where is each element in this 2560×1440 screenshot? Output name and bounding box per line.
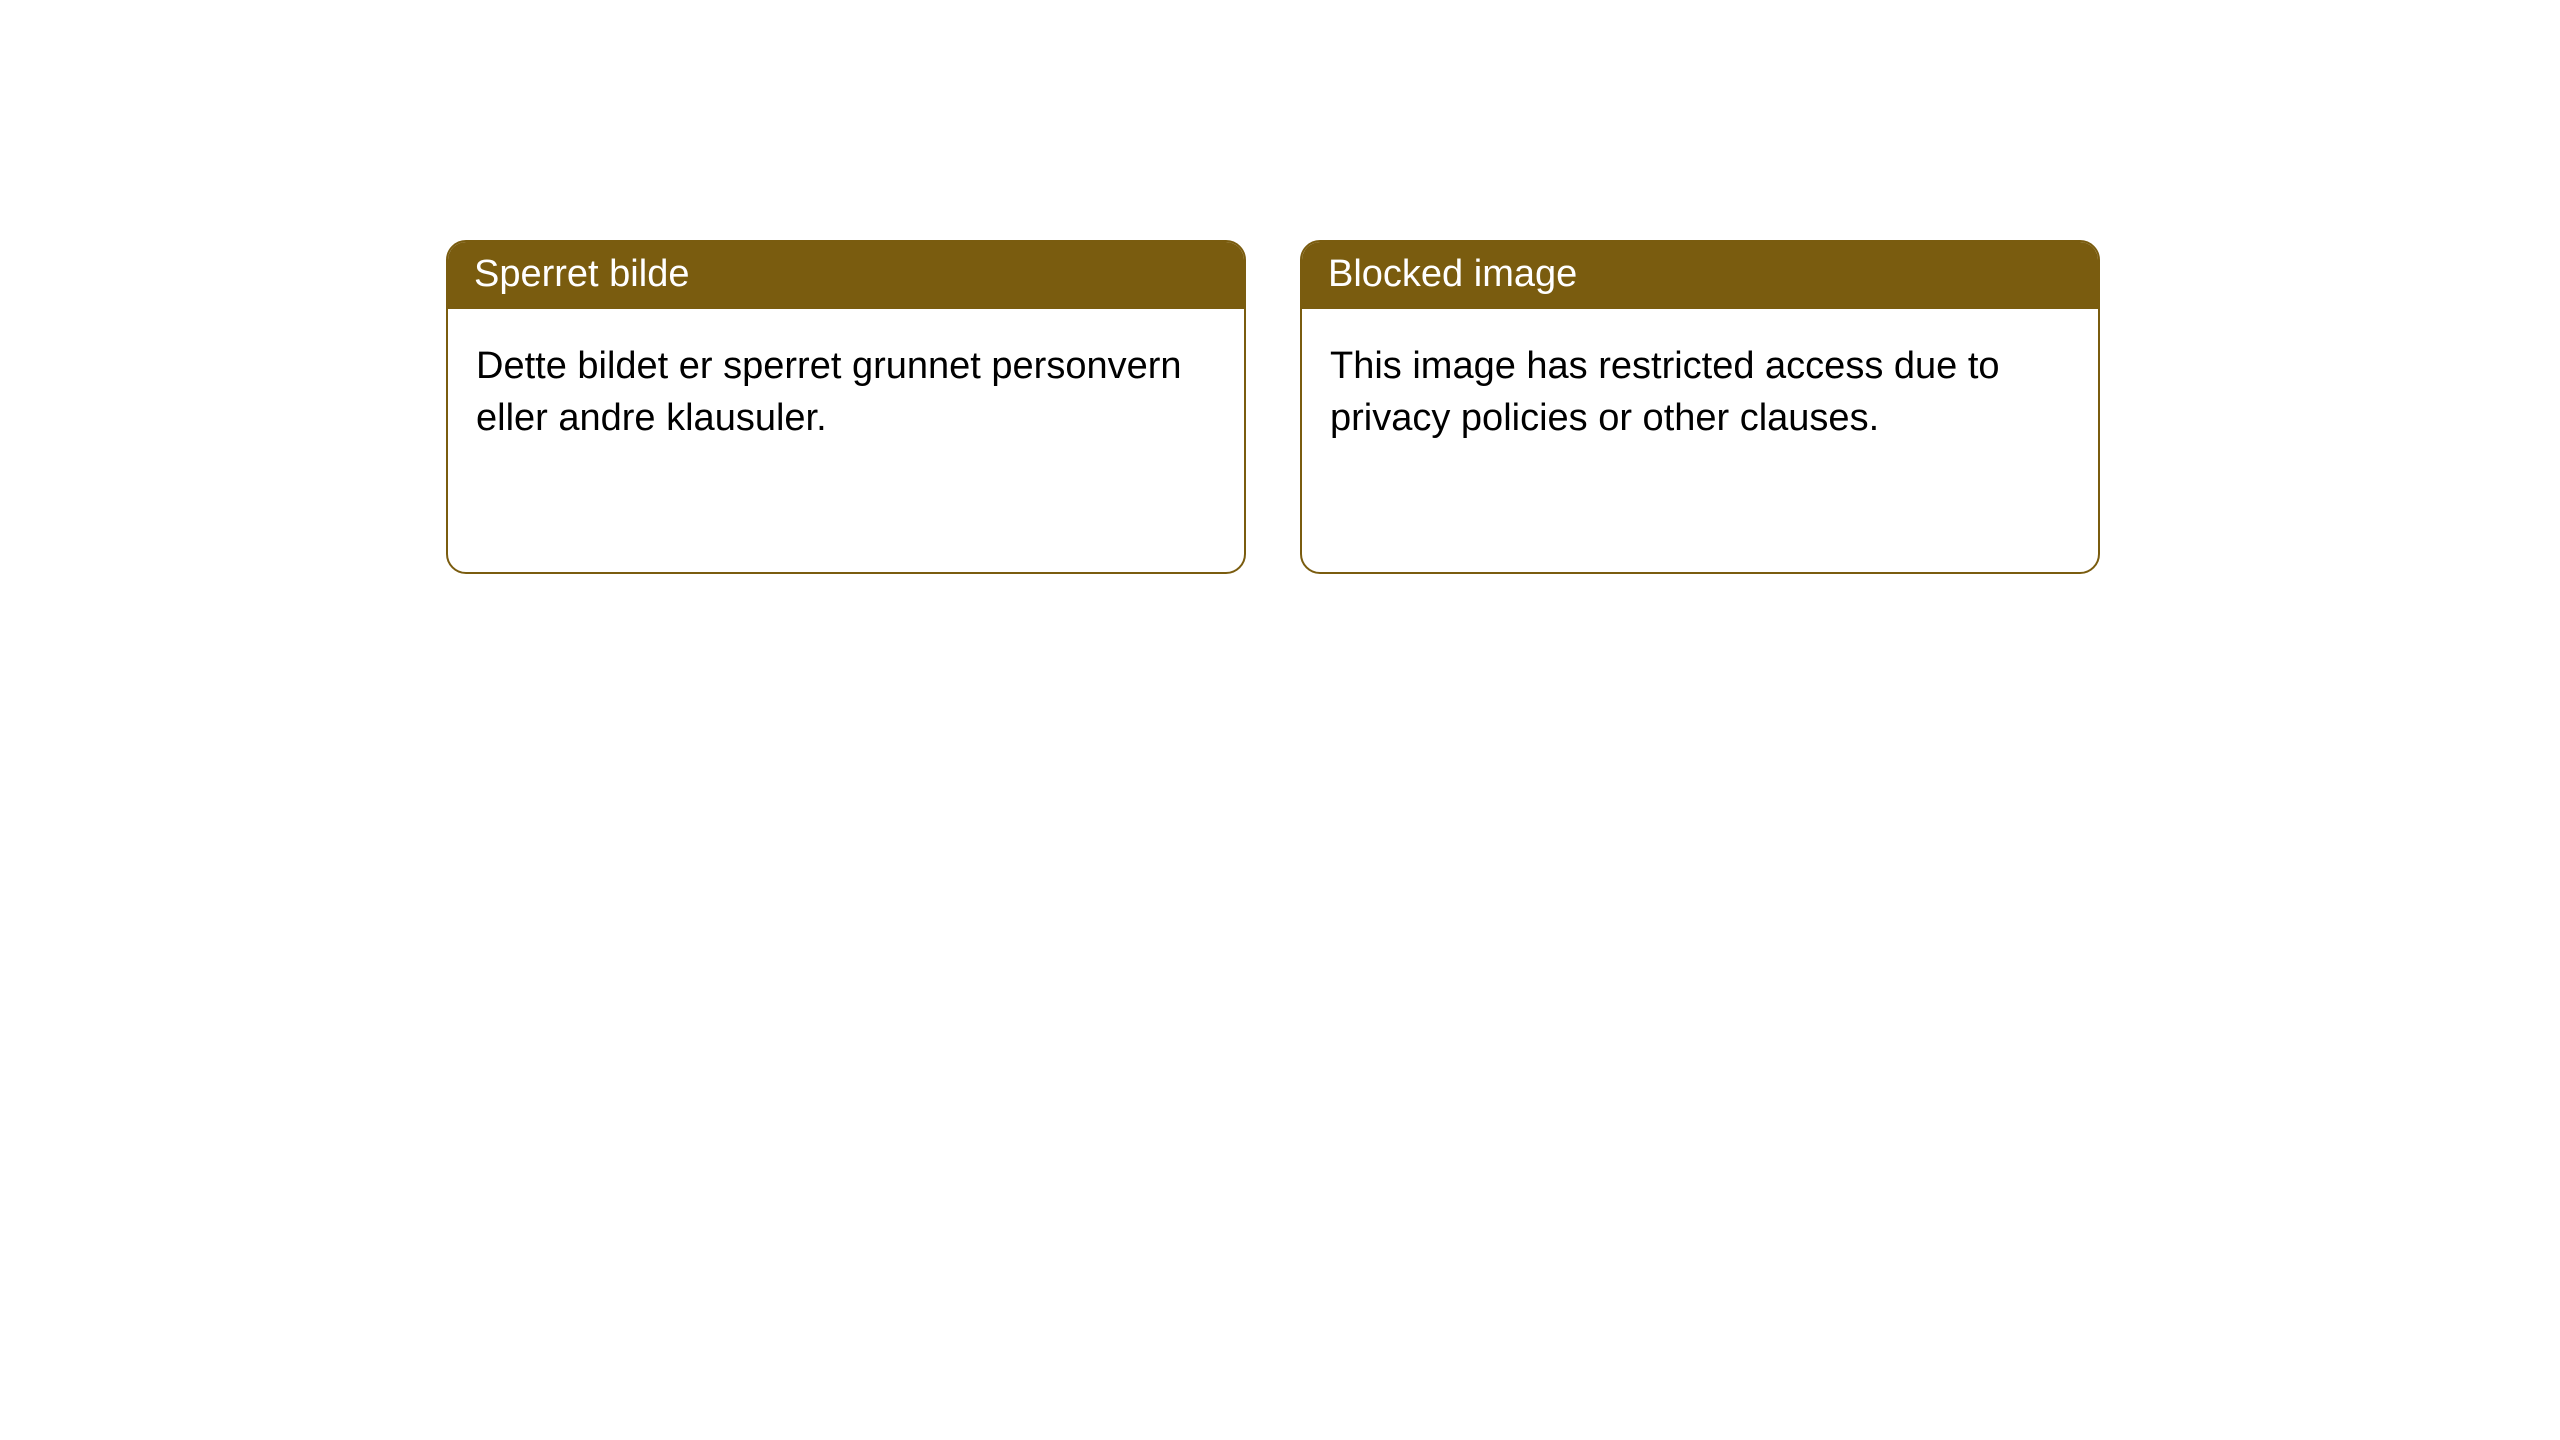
card-title-no: Sperret bilde: [474, 253, 689, 295]
card-header-en: Blocked image: [1302, 242, 2098, 309]
card-body-en: This image has restricted access due to …: [1302, 309, 2098, 476]
blocked-image-card-no: Sperret bilde Dette bildet er sperret gr…: [446, 240, 1246, 574]
card-body-text-no: Dette bildet er sperret grunnet personve…: [476, 345, 1182, 438]
card-container: Sperret bilde Dette bildet er sperret gr…: [0, 0, 2560, 574]
card-title-en: Blocked image: [1328, 253, 1577, 295]
card-header-no: Sperret bilde: [448, 242, 1244, 309]
blocked-image-card-en: Blocked image This image has restricted …: [1300, 240, 2100, 574]
card-body-text-en: This image has restricted access due to …: [1330, 345, 2000, 438]
card-body-no: Dette bildet er sperret grunnet personve…: [448, 309, 1244, 476]
